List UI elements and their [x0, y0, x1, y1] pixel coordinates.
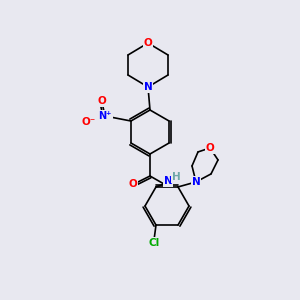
Text: O: O	[206, 143, 214, 153]
Text: O: O	[129, 179, 137, 189]
Text: O⁻: O⁻	[82, 117, 96, 127]
Text: N: N	[192, 177, 200, 187]
Text: O: O	[98, 96, 106, 106]
Text: O: O	[144, 38, 152, 48]
Text: N⁺: N⁺	[98, 111, 112, 121]
Text: H: H	[172, 172, 180, 182]
Text: Cl: Cl	[148, 238, 160, 248]
Text: N: N	[144, 82, 152, 92]
Text: N: N	[164, 176, 172, 186]
